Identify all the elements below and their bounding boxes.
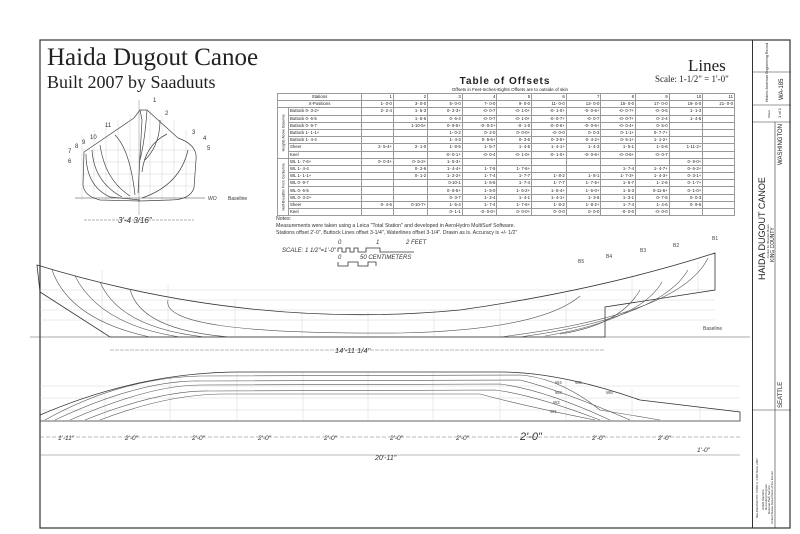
table-row: Keel 0- 1-1 -0- 0-0+ 0- 0-0+ 0- 0-0 0- 0-0 -0-… — [278, 207, 735, 217]
station-label: 1 — [153, 98, 157, 104]
table-row: Sheer 0- 4-6 0-10-7+ 1- 5-4 1- 7-4 1- 7-6+ 1- … — [278, 200, 735, 210]
offset-cell: -0- 0-0 — [600, 207, 637, 217]
waterline-label: W3 — [555, 390, 562, 395]
table-row: Keel -0- 0-1+ -0- 0-4 -0- 1-0+ -0- 1-0+ -0- 0… — [278, 150, 735, 159]
waterline-label: W5 — [575, 380, 582, 385]
offset-cell: 0- 0-0+ — [496, 207, 533, 217]
station-label: 7 — [68, 149, 72, 155]
scale-label: Scale: 1-1/2" = 1'-0" — [655, 74, 729, 84]
station-spacing-dims: 1'-11" 2'-0" 2'-0" 2'-0" 2'-0" 2'-0" 2'-0" 2'-0… — [58, 431, 672, 443]
scale-tick: 0 — [338, 255, 342, 261]
drawing-type: Lines — [688, 56, 726, 75]
state: WASHINGTON — [778, 123, 784, 165]
station-spacing-label: 1'-11" — [58, 435, 75, 442]
buttock-label: B1 — [712, 236, 718, 242]
title-block: Historic American Engineering Record WA-… — [752, 40, 791, 528]
scale-tick: 50 CENTIMETERS — [360, 255, 411, 261]
station-label: 11 — [105, 123, 112, 129]
plan-grid — [40, 372, 740, 420]
station-spacing-label: 2'-0" — [323, 435, 338, 442]
station-spacing-label: 2'-0" — [657, 435, 672, 442]
station-label: 6 — [68, 159, 72, 165]
scale-tick: 1 — [376, 240, 379, 246]
scale-tick: 0 — [338, 240, 342, 246]
station-spacing-label: 2'-0" — [191, 435, 206, 442]
wo-label: WO — [208, 196, 217, 202]
station-spacing-label: 2'-0" — [257, 435, 272, 442]
buttock-label: B5 — [578, 259, 584, 265]
table-title: Table of Offsets — [459, 76, 551, 87]
end-dimension: 1'-0" — [697, 447, 711, 454]
station-label: 5 — [207, 146, 211, 152]
body-plan: 1 2 3 4 5 6 7 8 9 10 11 WO Baseline 3'-4… — [68, 98, 247, 225]
record-number: WA-185 — [779, 78, 785, 100]
table-row: Sheer 2- 5-4+ 2- 1-0 1- 8-5 1- 5-7 1- 4-5 1- 4… — [278, 143, 735, 152]
scale-bar: SCALE: 1 1/2"=1'-0" 0 1 2 FEET 0 50 CENT… — [282, 240, 428, 267]
offsets-table: Stations 1 2 3 4 5 6 7 8 9 10 11 X-Positions 1- 0-0 3-… — [277, 92, 735, 217]
station-spacing-label: 2'-0" — [389, 435, 404, 442]
buttock-label: B3 — [640, 248, 646, 254]
waterline-label: W4 — [555, 380, 562, 385]
station-label: 4 — [203, 136, 207, 142]
scale-bar-label: SCALE: 1 1/2"=1'-0" — [282, 248, 337, 254]
table-row: WL 0- 6-5 0- 6-5+ 1- 5-0 1- 6-2+ 1- 6-4+ 1- 6… — [278, 186, 735, 195]
notes-heading: Notes: — [276, 216, 291, 222]
station-spacing-label: 2'-0" — [519, 431, 543, 443]
station-spacing-label: 2'-0" — [455, 435, 470, 442]
row-label: Keel — [288, 207, 362, 217]
overall-dimension: 20'-11" — [374, 455, 397, 462]
buttock-label: B2 — [673, 243, 679, 249]
baseline-label: Baseline — [228, 196, 247, 202]
station-label: 3 — [192, 130, 196, 136]
buttock-label: B4 — [606, 254, 612, 260]
table-subtitle: Offsets in Feet-Inches-Eights Offsets ar… — [451, 87, 569, 92]
table-row: Half-Breadths From Centerline WL 1- 7-6+ 0… — [277, 157, 735, 216]
waterline-label: W6 — [606, 390, 613, 395]
waterline-label: W1 — [550, 409, 557, 414]
agency-name: Historic American Engineering Record — [765, 42, 769, 102]
scale-tick: 2 FEET — [405, 240, 428, 246]
page-title: Haida Dugout Canoe — [47, 44, 259, 71]
org-line: United States Department of the Interior — [770, 470, 774, 524]
table-row: WL 1- 1-1+ 0- 1-2 1- 2-2+ 1- 7-4 1- 7-7 1- 8-… — [278, 172, 735, 181]
notes-line: Measurements were taken using a Leica "T… — [276, 223, 515, 229]
page-subtitle: Built 2007 by Saaduuts — [47, 72, 216, 92]
station-spacing-label: 2'-0" — [124, 435, 139, 442]
station-spacing-label: 2'-0" — [591, 435, 606, 442]
station-label: 9 — [82, 140, 86, 146]
length-dimension: 14'-11 1/4" — [335, 346, 371, 355]
station-label: 8 — [75, 144, 79, 150]
offset-cell: 0- 0-0 — [531, 207, 567, 217]
county: KING COUNTY — [770, 227, 776, 262]
x-positions-row: X-Positions 1- 0-0 3- 0-0 5- 0-0 7- 0-0 9- 0-… — [277, 100, 735, 109]
offset-cell: 0- 0-0 — [565, 207, 602, 217]
baseline-label: Baseline — [703, 326, 722, 332]
table-row: WL 0- 3-2+ 0- 3-7 1- 2-4 1- 4-1 1- 4-1+ 1- 3-… — [278, 193, 735, 202]
sheet-number: 1 of 1 — [777, 107, 782, 118]
beam-dimension: 3'-4 3/16" — [118, 216, 153, 225]
notes-line: Stations offset 2'-0", Buttock Lines off… — [276, 230, 518, 236]
profile-view: B5 B4 B3 B2 B1 Baseline 14'-11 1/4" W4 W… — [30, 236, 750, 462]
city: SEATTLE — [778, 381, 784, 408]
station-label: 10 — [90, 135, 97, 141]
offset-cell — [702, 207, 735, 217]
offset-cell — [392, 207, 429, 217]
notes: Notes: Measurements were taken using a L… — [276, 216, 517, 237]
sheet-label: Sheet — [767, 110, 771, 118]
delineator: DELINEATED BY: TODD A. CROTEAU 2007 — [755, 458, 759, 518]
table-row: Heights Above Baseline Buttock 0- 3-2+ 2- … — [277, 107, 735, 159]
waterline-label: W2 — [553, 400, 560, 405]
station-label: 2 — [165, 111, 169, 117]
